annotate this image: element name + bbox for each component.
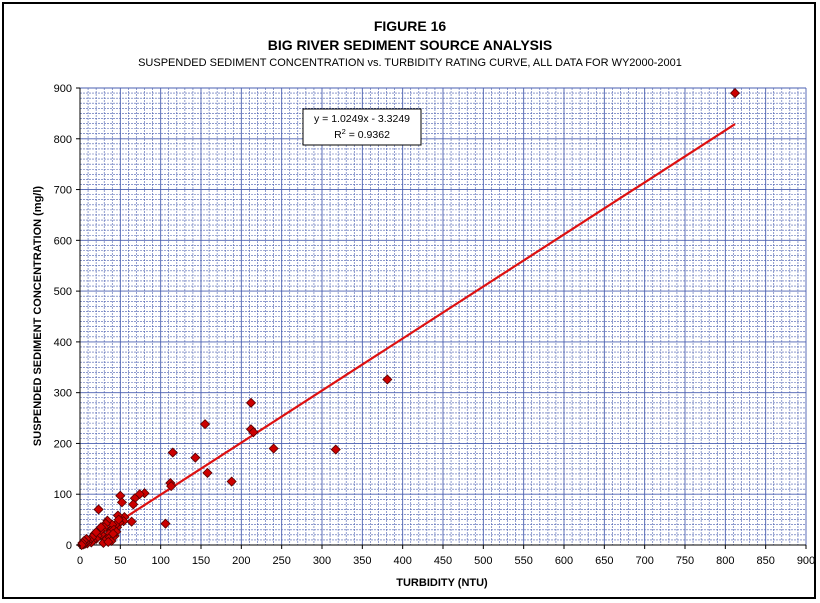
- x-tick-label: 250: [272, 555, 290, 567]
- trendline-equation: y = 1.0249x - 3.3249: [314, 113, 410, 125]
- x-tick-label: 700: [635, 555, 653, 567]
- data-point: [245, 397, 257, 408]
- data-point: [108, 528, 119, 539]
- chart-title: BIG RIVER SEDIMENT SOURCE ANALYSIS: [267, 37, 553, 53]
- trendline-r2: R2 = 0.9362: [334, 127, 390, 141]
- y-tick-label: 400: [54, 337, 72, 349]
- data-point: [160, 518, 171, 529]
- x-axis-label: TURBIDITY (NTU): [396, 577, 488, 589]
- x-tick-label: 850: [756, 555, 774, 567]
- chart-subtitle: SUSPENDED SEDIMENT CONCENTRATION vs. TUR…: [138, 57, 682, 69]
- x-tick-label: 100: [151, 555, 169, 567]
- x-tick-label: 800: [716, 555, 734, 567]
- x-tick-label: 650: [595, 555, 613, 567]
- data-point: [202, 467, 213, 478]
- x-tick-label: 500: [474, 555, 492, 567]
- x-tick-label: 400: [393, 555, 411, 567]
- x-tick-label: 300: [313, 555, 331, 567]
- data-point: [226, 476, 237, 487]
- y-tick-label: 0: [66, 540, 72, 552]
- y-tick-label: 800: [54, 134, 72, 146]
- trendline-label-box: y = 1.0249x - 3.3249 R2 = 0.9362: [302, 108, 422, 146]
- data-point: [128, 499, 139, 510]
- data-point: [330, 444, 341, 455]
- y-tick-label: 200: [54, 438, 72, 450]
- data-point: [199, 419, 211, 430]
- data-point: [248, 427, 259, 438]
- data-point: [729, 88, 741, 99]
- x-tick-label: 0: [77, 555, 83, 567]
- data-point: [91, 527, 102, 538]
- data-point: [166, 481, 177, 492]
- x-tick-label: 750: [676, 555, 694, 567]
- y-tick-label: 500: [54, 286, 72, 298]
- data-point: [190, 452, 201, 463]
- y-tick-label: 300: [54, 388, 72, 400]
- data-point: [382, 374, 393, 385]
- y-tick-label: 600: [54, 235, 72, 247]
- data-point: [113, 514, 124, 525]
- x-tick-label: 200: [232, 555, 250, 567]
- y-tick-label: 700: [54, 185, 72, 197]
- x-tick-label: 50: [114, 555, 126, 567]
- data-point: [95, 522, 107, 533]
- data-point: [268, 443, 279, 454]
- data-point: [76, 539, 87, 551]
- data-point: [103, 536, 114, 548]
- x-tick-label: 150: [192, 555, 210, 567]
- data-point: [93, 504, 104, 515]
- x-tick-label: 350: [353, 555, 371, 567]
- data-point: [116, 497, 128, 508]
- x-tick-label: 450: [434, 555, 452, 567]
- y-axis-label: SUSPENDED SEDIMENT CONCENTRATION (mg/l): [32, 186, 44, 446]
- data-point: [126, 516, 137, 527]
- y-tick-label: 100: [54, 489, 72, 501]
- x-tick-label: 900: [797, 555, 815, 567]
- data-point: [167, 447, 178, 458]
- trendline: [87, 123, 736, 543]
- y-tick-label: 900: [54, 83, 72, 95]
- figure-label: FIGURE 16: [373, 18, 447, 34]
- x-tick-label: 600: [555, 555, 573, 567]
- x-tick-label: 550: [514, 555, 532, 567]
